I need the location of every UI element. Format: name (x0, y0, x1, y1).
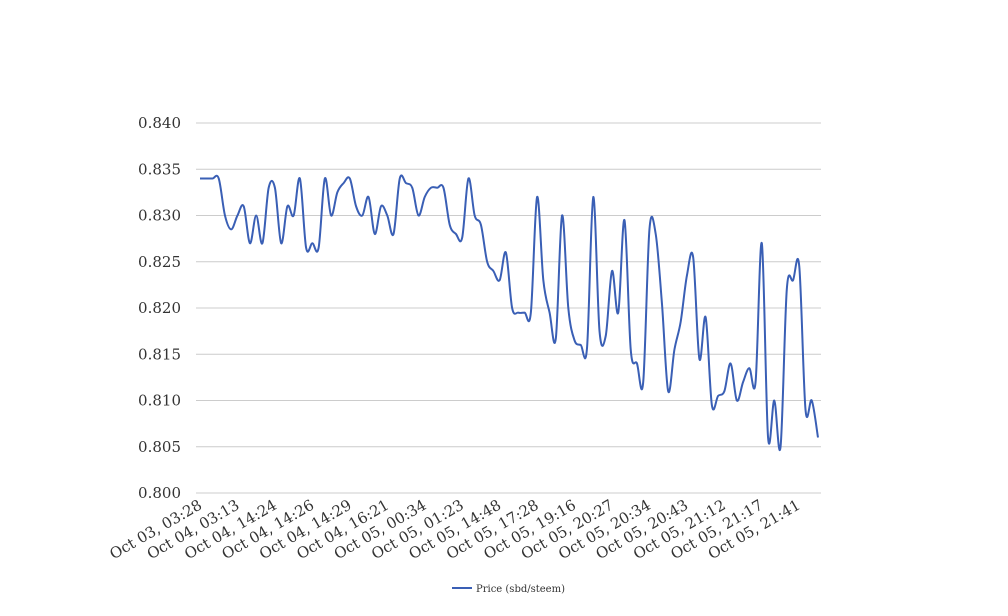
y-tick-label: 0.820 (138, 299, 181, 317)
y-tick-label: 0.805 (138, 438, 181, 456)
legend-label-price: Price (sbd/steem) (476, 584, 565, 595)
series-line-price (200, 174, 819, 451)
y-tick-label: 0.840 (138, 114, 181, 132)
y-axis: 0.840 0.835 0.830 0.825 0.820 0.815 0.810 0.805… (138, 114, 181, 502)
y-tick-label: 0.800 (138, 484, 181, 502)
series-layer (200, 174, 819, 451)
grid-lines (196, 122, 821, 494)
y-tick-label: 0.825 (138, 253, 181, 271)
y-tick-label: 0.810 (138, 392, 181, 410)
y-tick-label: 0.830 (138, 207, 181, 225)
y-tick-label: 0.835 (138, 160, 181, 178)
legend[interactable]: Price (sbd/steem) (452, 584, 565, 595)
y-tick-label: 0.815 (138, 345, 181, 363)
